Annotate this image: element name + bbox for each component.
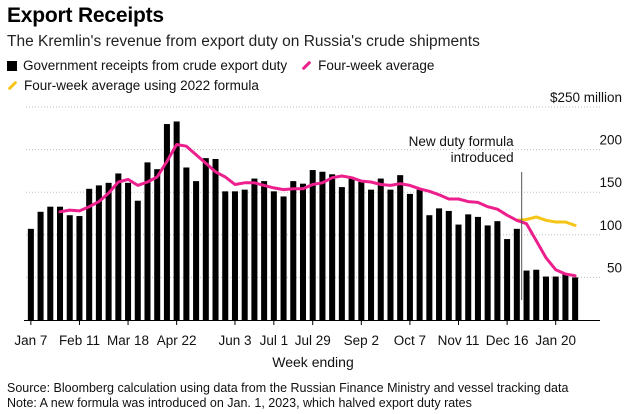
- bar-6: [86, 188, 93, 320]
- bar-26: [280, 196, 287, 320]
- legend-item-receipts: Government receipts from crude export du…: [7, 58, 287, 73]
- bar-55: [562, 273, 569, 320]
- bar-30: [319, 171, 326, 320]
- legend-label-2022-formula: Four-week average using 2022 formula: [24, 78, 259, 93]
- legend-item-four-week-average: Four-week average: [301, 58, 434, 73]
- bar-50: [513, 228, 520, 320]
- bar-21: [231, 191, 238, 320]
- x-tick-label-34: Sep 2: [344, 333, 379, 348]
- legend-swatch-receipts: [7, 60, 17, 71]
- bar-43: [445, 210, 452, 320]
- legend-item-2022-formula: Four-week average using 2022 formula: [7, 78, 259, 93]
- bar-series: [27, 121, 579, 320]
- bar-17: [193, 181, 200, 320]
- bar-49: [504, 239, 511, 320]
- bar-20: [222, 191, 229, 320]
- bar-4: [66, 215, 73, 320]
- bar-18: [202, 158, 209, 320]
- footer-note: Note: A new formula was introduced on Ja…: [7, 396, 472, 410]
- bar-1: [37, 211, 44, 320]
- bar-45: [465, 214, 472, 320]
- bar-5: [76, 216, 83, 320]
- bar-28: [299, 183, 307, 320]
- bar-51: [523, 270, 530, 320]
- bar-36: [377, 178, 384, 320]
- bar-24: [261, 181, 268, 320]
- legend-row-1: Government receipts from crude export du…: [7, 58, 448, 73]
- footer-source: Source: Bloomberg calculation using data…: [7, 381, 569, 395]
- bar-15: [173, 121, 180, 320]
- y-tick-label-50: 50: [607, 260, 622, 275]
- x-tick-label-39: Oct 7: [394, 333, 426, 348]
- bar-56: [572, 277, 579, 320]
- annotation-text-0: New duty formula: [409, 134, 515, 149]
- bar-11: [134, 200, 141, 320]
- legend-label-four-week-average: Four-week average: [318, 58, 435, 73]
- x-tick-label-10: Mar 18: [107, 333, 149, 348]
- x-tick-label-25: Jul 1: [260, 333, 289, 348]
- bar-7: [95, 185, 102, 320]
- bar-46: [474, 216, 481, 320]
- bar-48: [494, 221, 501, 320]
- bar-38: [397, 175, 404, 320]
- x-tick-label-15: Apr 22: [157, 333, 197, 348]
- x-axis-title: Week ending: [272, 354, 353, 370]
- annotation-text-1: introduced: [451, 150, 514, 165]
- bar-10: [125, 182, 132, 320]
- bar-37: [387, 189, 394, 320]
- bar-22: [241, 189, 248, 320]
- bar-33: [348, 177, 355, 320]
- bar-42: [436, 208, 443, 320]
- x-tick-label-49: Dec 16: [486, 333, 529, 348]
- line-series: [58, 143, 577, 278]
- bar-3: [57, 206, 64, 320]
- x-tick-label-54: Jan 20: [535, 333, 576, 348]
- x-tick-label-5: Feb 11: [59, 333, 100, 348]
- x-tick-label-21: Jun 3: [218, 333, 251, 348]
- bar-32: [338, 187, 345, 320]
- bar-29: [309, 170, 316, 320]
- legend-label-receipts: Government receipts from crude export du…: [23, 58, 288, 73]
- x-tick-label-0: Jan 7: [14, 333, 47, 348]
- bar-31: [329, 174, 336, 320]
- bar-41: [426, 215, 433, 320]
- bar-23: [251, 178, 258, 320]
- x-tick-label-44: Nov 11: [438, 333, 480, 348]
- bar-14: [163, 124, 170, 320]
- y-tick-label-250: $250 million: [550, 90, 622, 105]
- bar-54: [552, 276, 559, 320]
- page-title: Export Receipts: [7, 4, 164, 27]
- y-tick-label-100: 100: [599, 218, 622, 233]
- bar-25: [270, 191, 277, 320]
- bar-13: [154, 169, 161, 320]
- y-tick-label-150: 150: [599, 175, 622, 190]
- bar-47: [484, 225, 491, 320]
- bar-19: [212, 158, 219, 320]
- line-four-week-average-2022-formula: [515, 215, 577, 227]
- bar-0: [27, 228, 34, 320]
- bar-9: [115, 173, 122, 320]
- bar-39: [406, 193, 413, 320]
- bar-35: [368, 189, 375, 320]
- bar-16: [183, 167, 190, 320]
- y-tick-label-200: 200: [599, 133, 622, 148]
- axes: 50 100 150 200 $250 million Jan 7 Feb 11 Mar 18…: [14, 90, 622, 370]
- bar-2: [47, 206, 54, 320]
- bar-12: [144, 162, 151, 320]
- page-subtitle: The Kremlin's revenue from export duty o…: [7, 33, 480, 50]
- bar-40: [416, 189, 423, 320]
- bar-52: [533, 269, 540, 320]
- bar-27: [290, 181, 297, 320]
- bar-53: [542, 276, 549, 320]
- legend-row-2: Four-week average using 2022 formula: [7, 78, 273, 93]
- bar-34: [358, 181, 365, 320]
- x-tick-label-29: Jul 29: [295, 333, 331, 348]
- bar-8: [105, 182, 112, 320]
- line-four-week-average: [58, 143, 577, 278]
- bar-44: [455, 224, 462, 320]
